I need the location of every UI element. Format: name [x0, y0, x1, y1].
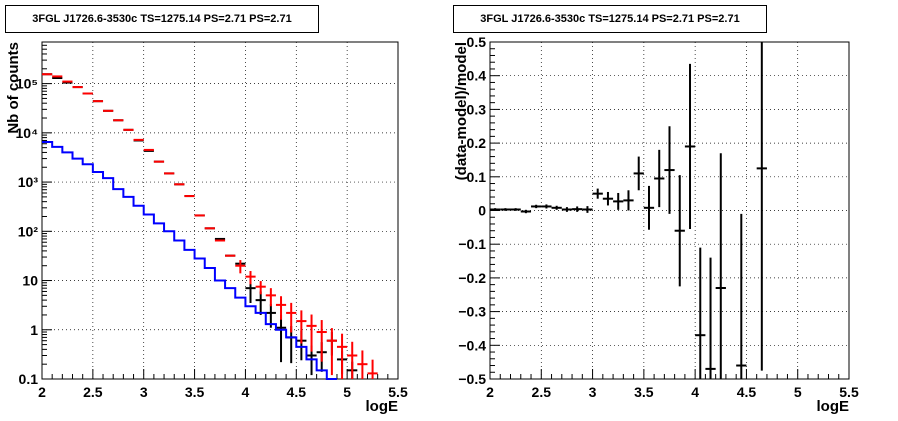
- y-tick-label: −0.4: [458, 337, 486, 353]
- y-tick-label: 0.1: [467, 169, 487, 185]
- residual-point: [572, 206, 583, 212]
- residual-point: [674, 175, 685, 287]
- y-tick-label: 0.4: [467, 68, 487, 84]
- x-axis-label: logE: [366, 398, 399, 415]
- total-model-point: [357, 350, 368, 379]
- y-tick-label: −0.5: [458, 371, 486, 387]
- y-axis-label: Nb of counts: [5, 42, 22, 134]
- residual-point: [541, 204, 552, 209]
- total-model-point: [245, 271, 256, 285]
- total-model-point: [265, 288, 276, 307]
- x-tick-label: 4.5: [737, 384, 757, 400]
- residual-point: [561, 207, 573, 212]
- residual-point: [520, 209, 532, 214]
- y-tick-label: 10⁵: [16, 76, 38, 92]
- y-tick-label: 10²: [18, 223, 39, 239]
- total-model-point: [306, 314, 317, 352]
- y-tick-label: 0.2: [467, 135, 487, 151]
- residual-point: [510, 208, 521, 211]
- x-tick-label: 5: [794, 384, 802, 400]
- residual-point: [654, 149, 665, 208]
- x-tick-label: 3.5: [634, 384, 654, 400]
- residual-point: [551, 205, 562, 210]
- x-tick-label: 2: [38, 384, 46, 400]
- x-tick-label: 3: [589, 384, 597, 400]
- y-tick-label: −0.3: [458, 304, 486, 320]
- plot-frame: [41, 41, 399, 380]
- residual-point: [736, 213, 747, 379]
- y-tick-label: 0: [478, 203, 486, 219]
- total-model-point: [336, 333, 348, 379]
- total-model-point: [326, 328, 337, 376]
- x-tick-label: 4.5: [287, 384, 307, 400]
- y-tick-label: 0.5: [467, 34, 487, 50]
- residual-point: [623, 190, 634, 211]
- x-tick-label: 2.5: [83, 384, 103, 400]
- y-tick-label: 10³: [18, 174, 39, 190]
- residual-point: [695, 247, 706, 379]
- right-panel-title: 3FGL J1726.6-3530c TS=1275.14 PS=2.71 PS…: [453, 5, 767, 33]
- y-tick-label: 0.3: [467, 101, 487, 117]
- x-axis-label: logE: [817, 398, 850, 415]
- x-tick-label: 2.5: [532, 384, 552, 400]
- x-tick-label: 3.5: [185, 384, 205, 400]
- y-tick-label: 0.1: [19, 371, 39, 387]
- total-model-point: [235, 260, 246, 274]
- residual-point: [633, 156, 644, 191]
- source-model-histogram: [42, 141, 337, 380]
- x-tick-label: 5.5: [839, 384, 859, 400]
- total-model-point: [255, 281, 266, 295]
- x-tick-label: 5.5: [388, 384, 408, 400]
- y-tick-label: 10⁴: [16, 125, 39, 141]
- residual-point: [613, 192, 624, 210]
- residual-point: [684, 63, 696, 230]
- y-axis-label: (data-model)/model: [453, 42, 470, 180]
- residual-point: [705, 257, 716, 379]
- y-tick-label: −0.1: [458, 236, 486, 252]
- x-tick-label: 2: [486, 384, 494, 400]
- residual-point: [592, 188, 603, 199]
- residual-point: [500, 208, 511, 211]
- total-model-point: [296, 310, 307, 344]
- total-model-point: [367, 359, 378, 379]
- data-point: [255, 291, 266, 315]
- residual-point: [531, 204, 542, 209]
- y-tick-label: −0.2: [458, 270, 486, 286]
- x-tick-label: 4: [691, 384, 699, 400]
- x-tick-label: 4: [242, 384, 250, 400]
- y-tick-label: 10: [22, 273, 38, 289]
- left-panel-title: 3FGL J1726.6-3530c TS=1275.14 PS=2.71 PS…: [5, 5, 319, 33]
- residual-point: [490, 208, 501, 211]
- x-tick-label: 3: [140, 384, 148, 400]
- residual-point: [756, 42, 767, 371]
- x-tick-label: 5: [343, 384, 351, 400]
- total-model-point: [275, 296, 287, 320]
- y-tick-label: 1: [30, 322, 38, 338]
- residual-point: [664, 126, 675, 214]
- total-model-point: [316, 320, 327, 362]
- total-model-point: [347, 341, 358, 379]
- residual-point: [715, 153, 726, 379]
- residual-point: [643, 185, 655, 230]
- residual-point: [582, 206, 593, 213]
- total-model-point: [286, 302, 297, 333]
- data-point: [275, 315, 287, 363]
- residual-point: [602, 191, 614, 206]
